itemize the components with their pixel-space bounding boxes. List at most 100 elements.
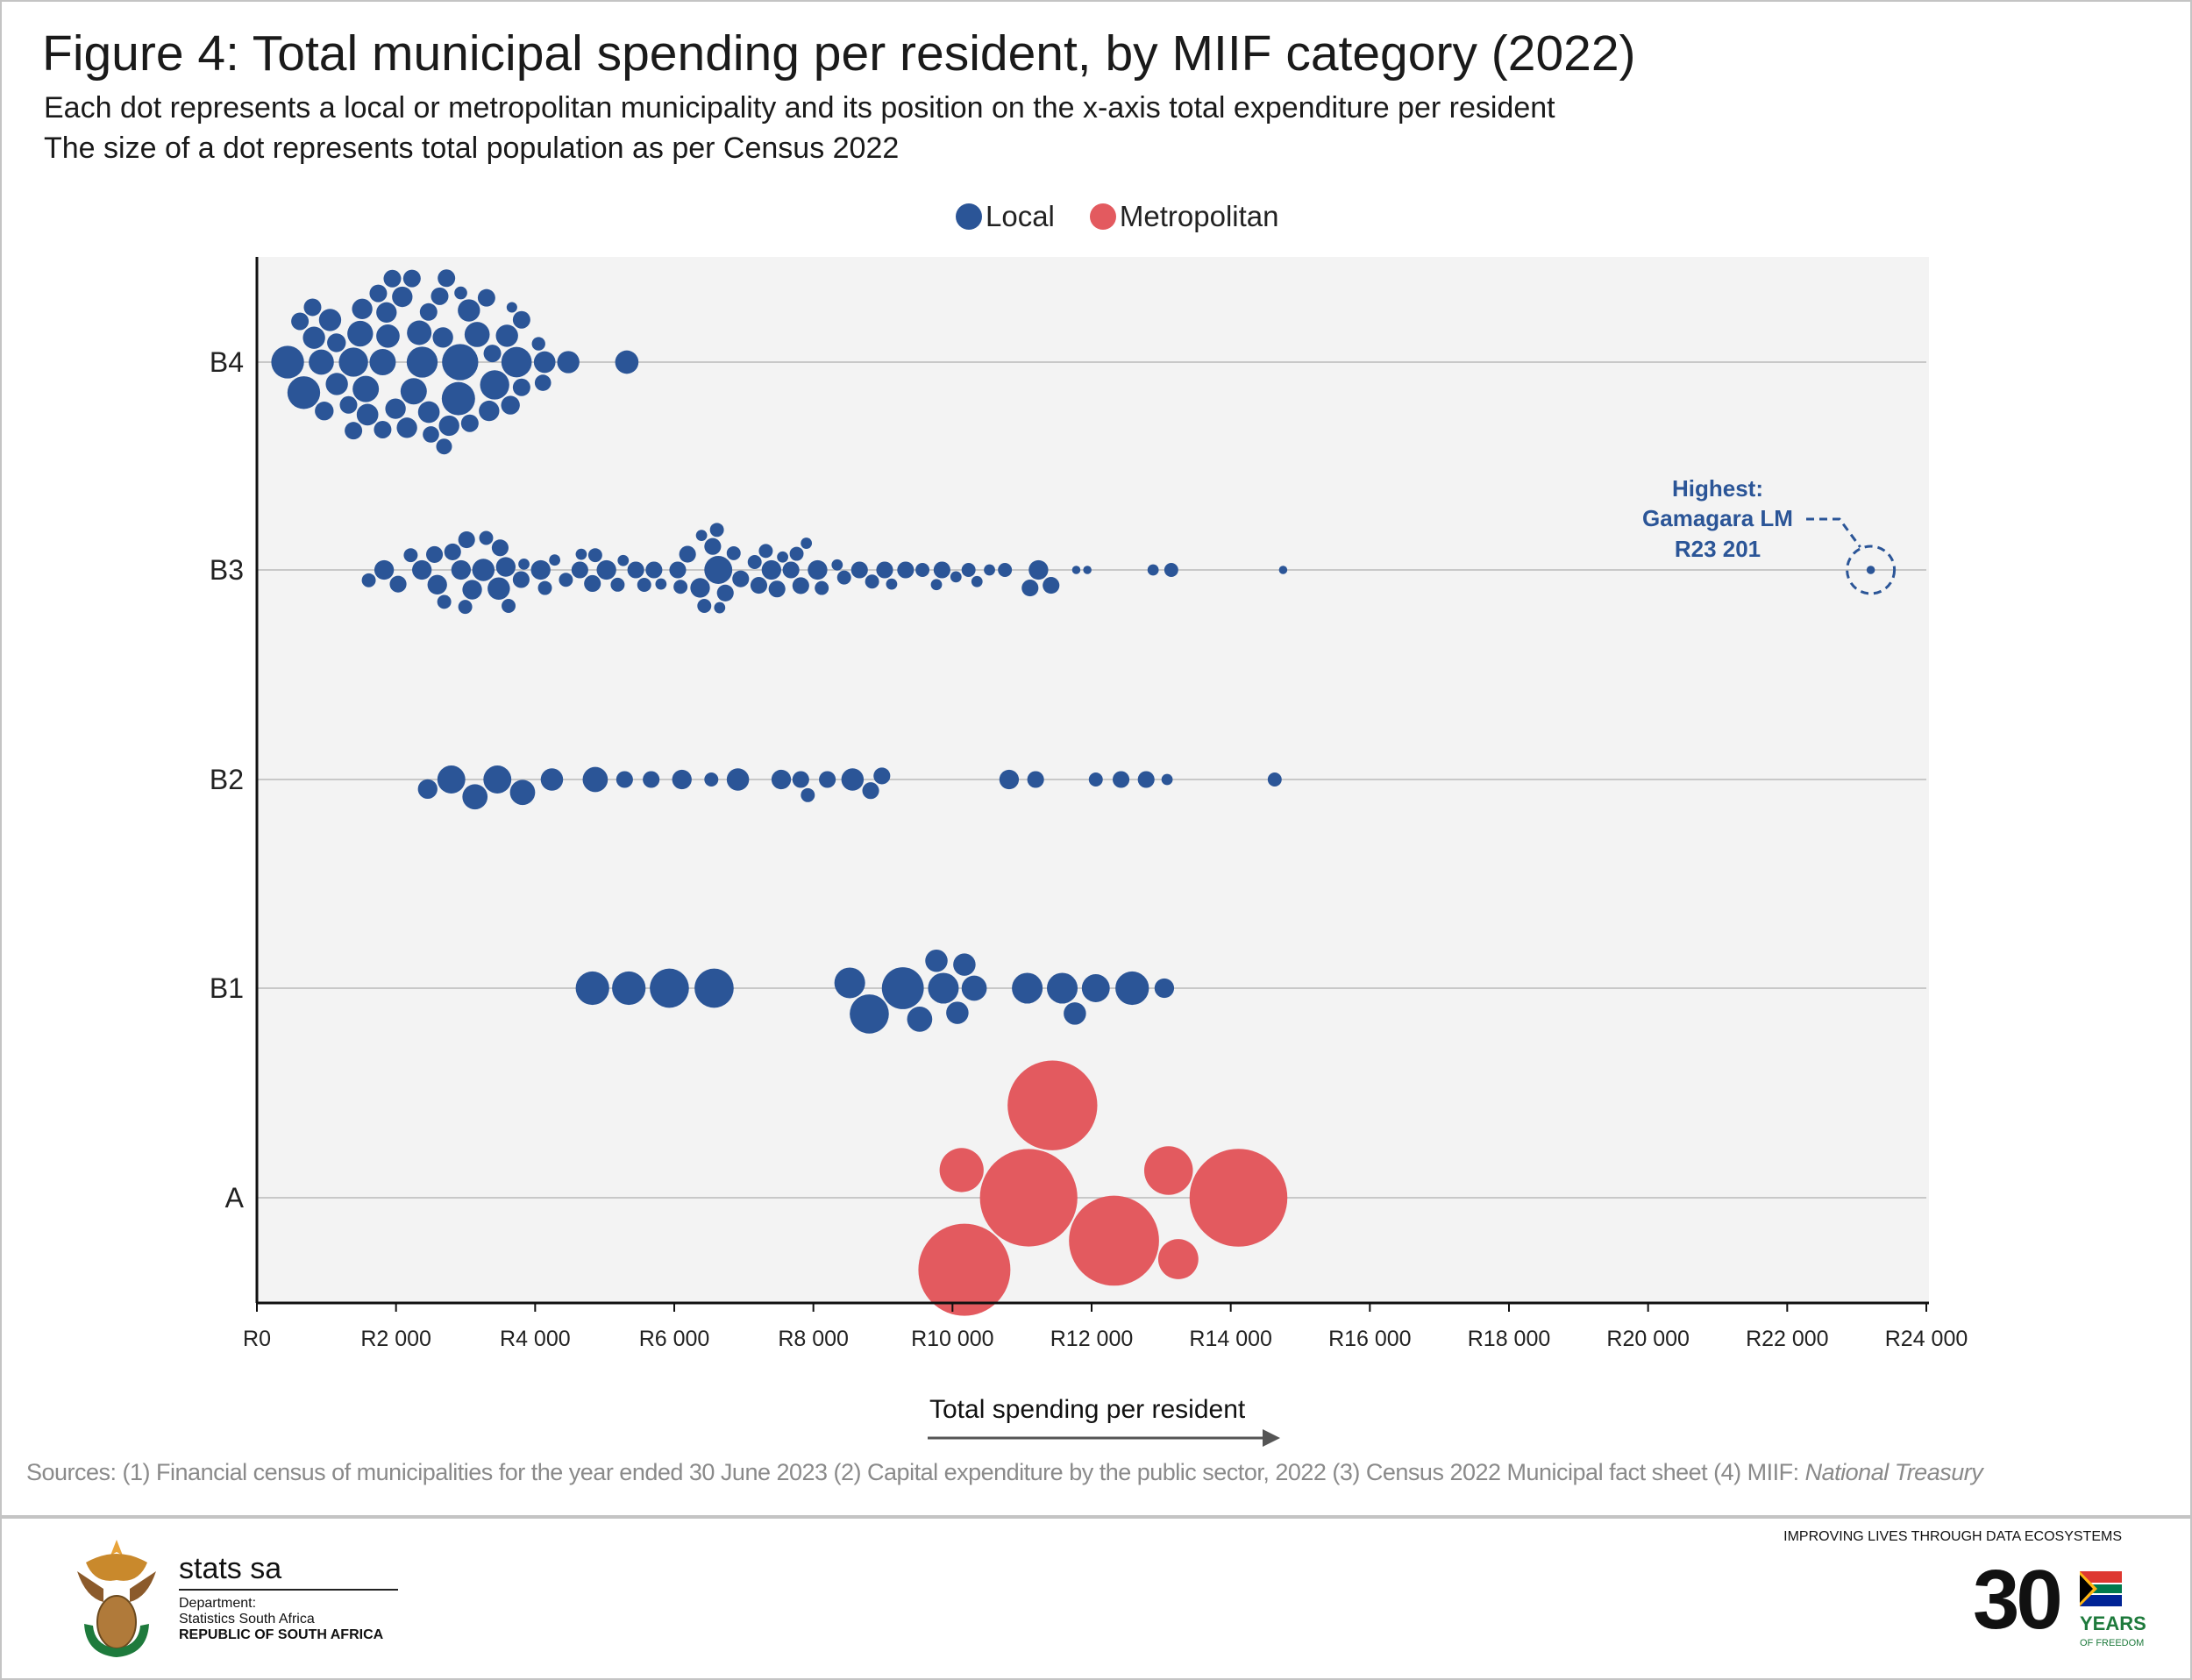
dot-local-b3 — [512, 571, 530, 588]
x-axis-label: Total spending per resident — [929, 1395, 1246, 1424]
dot-local-b3 — [915, 563, 930, 577]
dot-local-b3 — [998, 563, 1013, 577]
dot-local-b3 — [518, 558, 530, 570]
annotation-leader-line — [1806, 517, 1861, 548]
dot-local-b3 — [747, 555, 762, 569]
dot-local-b3 — [645, 561, 663, 579]
dot-local-b4 — [464, 322, 490, 347]
dot-local-b4 — [400, 378, 427, 405]
x-tick-label: R12 000 — [1050, 1327, 1134, 1351]
dot-local-b3 — [479, 530, 494, 545]
dot-local-b4 — [318, 309, 342, 331]
dot-local-b4 — [338, 347, 368, 377]
dot-local-b4 — [287, 376, 321, 409]
category-label-b4: B4 — [210, 346, 244, 378]
dot-local-b2 — [873, 767, 891, 785]
30-years-freedom-logo: 30 YEARS OF FREEDOM — [1973, 1552, 2148, 1666]
dot-local-b3 — [704, 556, 733, 584]
dot-local-b2 — [1027, 771, 1044, 788]
dot-local-b1 — [928, 972, 959, 1004]
dot-local-b1 — [1046, 972, 1078, 1004]
dot-local-b3 — [374, 559, 395, 580]
dot-local-b3 — [886, 578, 898, 590]
dot-local-b3 — [716, 584, 734, 602]
dot-local-b2 — [483, 765, 512, 794]
dot-local-b1 — [1064, 1002, 1086, 1025]
dot-local-b1 — [1081, 974, 1110, 1002]
chart-subtitle-2: The size of a dot represents total popul… — [44, 132, 900, 165]
dot-local-b2 — [801, 787, 815, 802]
dot-local-b3 — [789, 546, 804, 561]
dot-local-b2 — [1137, 771, 1155, 788]
dot-local-b2 — [999, 769, 1020, 790]
category-label-b1: B1 — [210, 972, 244, 1004]
dot-local-b4 — [345, 422, 363, 440]
x-tick-label: R18 000 — [1468, 1327, 1551, 1351]
dot-local-b4 — [533, 351, 556, 374]
dot-local-b3 — [714, 602, 726, 614]
dot-local-b3 — [451, 559, 471, 580]
dot-local-b2 — [862, 782, 879, 800]
dot-local-b2 — [1161, 773, 1173, 786]
dot-local-b4 — [436, 438, 452, 455]
legend-dot-metropolitan — [1089, 203, 1116, 230]
dot-metropolitan-a — [939, 1148, 984, 1192]
dot-local-b4 — [302, 326, 325, 349]
dot-local-b4 — [347, 320, 374, 347]
dot-local-b2 — [704, 772, 719, 787]
dot-local-b1 — [650, 968, 689, 1008]
dot-local-b3 — [897, 561, 915, 579]
dot-local-b4 — [356, 403, 379, 426]
dot-local-b3 — [491, 539, 509, 557]
anniversary-number: 30 — [1973, 1553, 2063, 1647]
dot-local-b3 — [587, 548, 602, 563]
dot-local-b2 — [1112, 771, 1130, 788]
dot-local-b4 — [534, 374, 552, 391]
dot-metropolitan-a — [1189, 1149, 1288, 1247]
dot-local-b4 — [315, 402, 334, 421]
dot-local-b3 — [403, 548, 418, 563]
legend-item-local: Local — [956, 200, 1055, 233]
dot-local-b3 — [761, 559, 781, 580]
dot-local-b3 — [930, 579, 943, 591]
dot-metropolitan-a — [1157, 1239, 1199, 1279]
category-label-b2: B2 — [210, 764, 244, 795]
dot-local-b3 — [697, 599, 712, 613]
dot-local-b1 — [850, 994, 889, 1034]
dot-local-b3 — [530, 559, 551, 580]
dot-local-b3 — [815, 580, 829, 595]
dot-local-b3 — [1028, 559, 1049, 580]
dot-local-b3 — [808, 559, 828, 580]
dot-local-b3 — [488, 577, 510, 600]
dot-local-b1 — [953, 953, 976, 976]
dot-local-b4 — [271, 345, 304, 379]
tagline: IMPROVING LIVES THROUGH DATA ECOSYSTEMS — [1783, 1529, 2122, 1544]
dot-local-b4 — [407, 320, 432, 345]
dot-local-b4 — [291, 312, 310, 331]
dot-local-b3 — [437, 594, 452, 609]
department-name: Statistics South Africa — [179, 1612, 315, 1627]
dot-local-b3 — [673, 580, 688, 594]
dot-local-b4 — [442, 344, 479, 381]
dot-local-b3 — [472, 559, 495, 581]
dot-local-b3 — [444, 543, 461, 560]
legend: Local Metropolitan — [956, 200, 1314, 233]
dot-local-b4 — [458, 299, 480, 322]
dot-local-b4 — [385, 398, 406, 419]
dot-metropolitan-a — [1007, 1060, 1098, 1150]
footer-divider — [2, 1515, 2190, 1519]
dot-local-b3 — [768, 580, 786, 598]
dot-local-b4 — [406, 346, 438, 378]
dot-local-b3 — [412, 559, 432, 580]
category-label-a: A — [225, 1182, 245, 1214]
dot-local-b3 — [782, 561, 800, 579]
dot-local-b3 — [458, 531, 475, 549]
dot-local-b4 — [441, 381, 475, 416]
dot-local-b1 — [961, 975, 987, 1001]
annotation-line-3: R23 201 — [1675, 536, 1761, 562]
dot-local-b3 — [1071, 566, 1081, 574]
dot-local-b4 — [376, 324, 400, 348]
dot-local-b3 — [669, 561, 687, 579]
dot-local-b3 — [458, 600, 473, 615]
